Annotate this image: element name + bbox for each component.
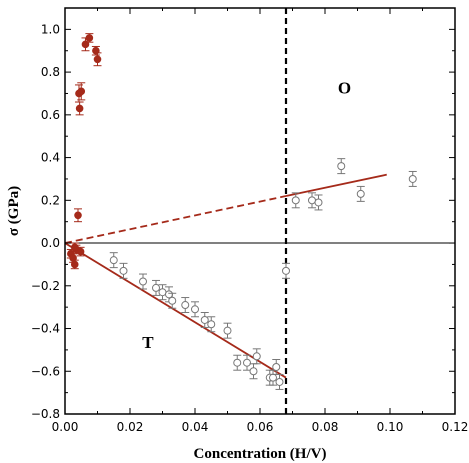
y-tick-label: 0.0 bbox=[41, 236, 60, 250]
fit-line-2 bbox=[64, 195, 287, 244]
data-point-open bbox=[337, 162, 346, 171]
data-point-open bbox=[191, 305, 199, 314]
y-tick-label: −0.4 bbox=[31, 322, 60, 336]
y-axis-title: σ (GPa) bbox=[6, 186, 22, 236]
ticks-layer: 0.00 0.02 0.04 0.06 0.08 0.10 0.12 −0.8 −0.6 −0.4… bbox=[31, 8, 469, 434]
data-point-open bbox=[223, 326, 232, 335]
data-point-open bbox=[158, 288, 167, 297]
data-point-open bbox=[269, 373, 277, 382]
phase-label-t: T bbox=[142, 333, 154, 352]
x-tick-label: 0.06 bbox=[247, 420, 274, 434]
data-point-open bbox=[272, 362, 281, 371]
x-tick-label: 0.10 bbox=[377, 420, 404, 434]
data-point-filled bbox=[75, 104, 84, 113]
data-point-open bbox=[408, 174, 417, 183]
data-point-open bbox=[152, 283, 160, 292]
y-tick-label: 0.4 bbox=[41, 151, 60, 165]
y-tick-label: 0.6 bbox=[41, 108, 60, 122]
y-tick-label: 0.2 bbox=[41, 193, 60, 207]
data-point-filled bbox=[93, 55, 102, 64]
data-point-open bbox=[314, 198, 323, 207]
plot-frame bbox=[64, 7, 456, 415]
phase-label-o: O bbox=[338, 78, 351, 97]
data-point-open bbox=[249, 367, 258, 376]
data-point-open bbox=[119, 266, 128, 275]
data-point-open bbox=[308, 196, 316, 205]
data-point-filled bbox=[74, 211, 82, 220]
data-point-open bbox=[252, 352, 261, 361]
data-point-open bbox=[275, 377, 284, 386]
marks-layer bbox=[64, 8, 455, 414]
data-point-filled bbox=[85, 34, 94, 42]
data-point-open bbox=[207, 320, 216, 329]
y-tick-label: −0.6 bbox=[31, 364, 60, 378]
y-tick-label: −0.2 bbox=[31, 279, 60, 293]
x-tick-label: 0.04 bbox=[182, 420, 209, 434]
data-point-open bbox=[165, 290, 173, 299]
x-tick-label: 0.12 bbox=[442, 420, 469, 434]
data-point-filled bbox=[76, 247, 85, 256]
data-point-open bbox=[233, 358, 242, 367]
data-point-open bbox=[356, 189, 365, 198]
data-point-filled bbox=[77, 87, 86, 96]
data-point-open bbox=[109, 256, 118, 265]
y-tick-label: −0.8 bbox=[31, 407, 60, 421]
x-tick-label: 0.00 bbox=[52, 420, 79, 434]
x-axis-title: Concentration (H/V) bbox=[194, 446, 327, 462]
data-point-open bbox=[181, 301, 190, 310]
fit-line-3 bbox=[285, 173, 387, 197]
data-point-open bbox=[243, 358, 251, 367]
data-point-filled bbox=[70, 260, 79, 269]
y-tick-label: 0.8 bbox=[41, 65, 60, 79]
data-point-open bbox=[291, 196, 300, 205]
x-tick-label: 0.02 bbox=[117, 420, 144, 434]
data-point-open bbox=[139, 277, 147, 286]
data-point-open bbox=[200, 315, 209, 324]
fit-line-1 bbox=[64, 242, 287, 379]
data-point-open bbox=[282, 266, 290, 275]
y-tick-label: 1.0 bbox=[41, 22, 60, 36]
x-tick-label: 0.08 bbox=[312, 420, 339, 434]
data-point-open bbox=[168, 296, 177, 305]
